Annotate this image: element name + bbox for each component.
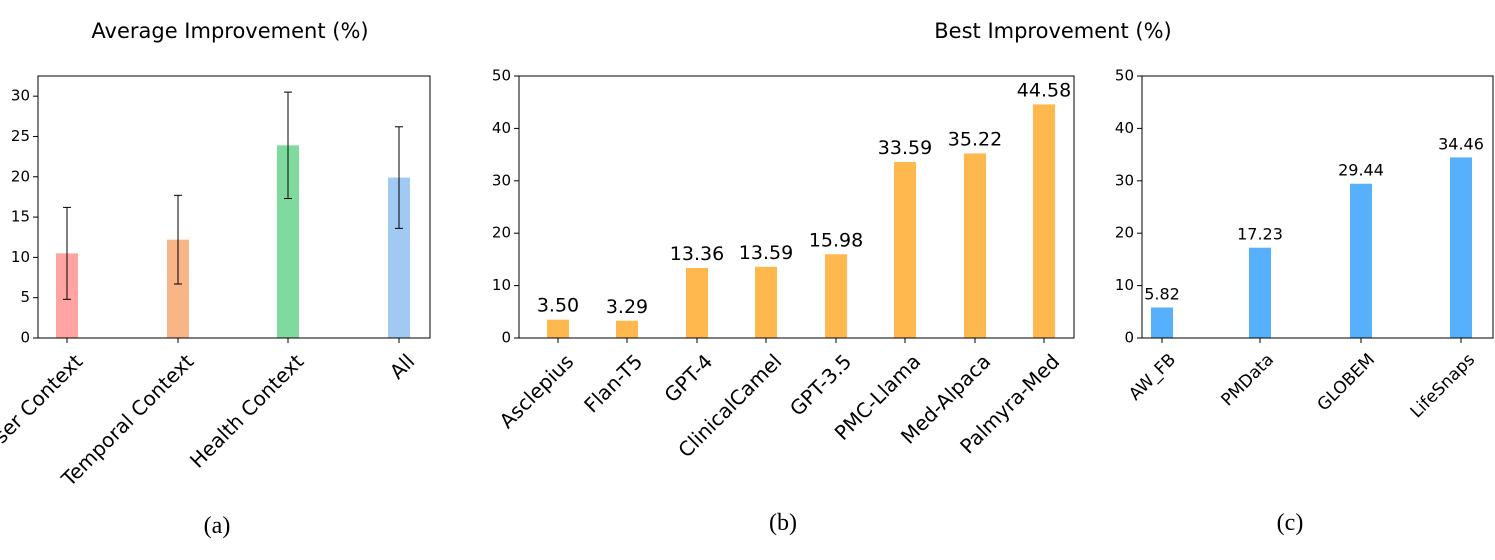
bar-all bbox=[388, 177, 410, 338]
y-tick-label: 30 bbox=[1115, 171, 1134, 189]
data-label: 33.59 bbox=[878, 137, 932, 159]
x-tick-label: User Context bbox=[0, 349, 87, 458]
plot-frame bbox=[1141, 75, 1494, 339]
panel-label: (a) bbox=[204, 513, 231, 539]
bar-pmdata bbox=[1249, 247, 1271, 338]
y-tick-label: 40 bbox=[1115, 119, 1134, 137]
chart-panel-3: 5.82 AW_FB 17.23 PMData 29.44 GLOBEM 34.46 Life… bbox=[1115, 67, 1494, 536]
bar-pmc-llama bbox=[894, 161, 916, 338]
chart-title: Best Improvement (%) bbox=[934, 19, 1171, 43]
y-tick-label: 10 bbox=[11, 248, 30, 266]
bar-aw-fb bbox=[1151, 307, 1173, 338]
plot-frame bbox=[37, 75, 431, 339]
y-tick-label: 10 bbox=[1115, 276, 1134, 294]
y-tick-label: 50 bbox=[492, 67, 511, 85]
x-tick-label: Asclepius bbox=[495, 349, 579, 433]
bar-flan-t5 bbox=[616, 320, 638, 338]
y-tick-label: 0 bbox=[20, 329, 30, 347]
data-label: 29.44 bbox=[1338, 161, 1384, 180]
y-tick-label: 30 bbox=[11, 87, 30, 105]
x-tick-label: All bbox=[385, 349, 420, 384]
y-tick-label: 25 bbox=[11, 127, 30, 145]
bar-clinicalcamel bbox=[755, 266, 777, 338]
bar-gpt-4 bbox=[686, 267, 708, 338]
bar-gpt-3-5 bbox=[825, 254, 847, 338]
bar-asclepius bbox=[547, 319, 569, 338]
y-tick-label: 40 bbox=[492, 119, 511, 137]
y-tick-label: 30 bbox=[492, 171, 511, 189]
x-tick-label: Flan-T5 bbox=[579, 349, 647, 417]
data-label: 5.82 bbox=[1144, 285, 1180, 304]
chart-title: Average Improvement (%) bbox=[91, 19, 368, 43]
y-tick-label: 5 bbox=[20, 288, 30, 306]
y-tick-label: 0 bbox=[501, 329, 511, 347]
x-tick-label: PMData bbox=[1218, 350, 1278, 410]
y-tick-label: 20 bbox=[492, 224, 511, 242]
data-label: 13.36 bbox=[670, 243, 724, 265]
chart-panel-2: Best Improvement (%) 3.50 Asclepius 3.29 Fla… bbox=[492, 19, 1172, 536]
data-label: 34.46 bbox=[1438, 134, 1484, 153]
data-label: 17.23 bbox=[1237, 225, 1283, 244]
bar-health-context bbox=[277, 145, 299, 338]
y-tick-label: 15 bbox=[11, 208, 30, 226]
data-label: 15.98 bbox=[809, 229, 863, 251]
data-label: 35.22 bbox=[948, 128, 1002, 150]
bar-globem bbox=[1350, 183, 1372, 338]
bar-temporal-context bbox=[167, 239, 189, 338]
data-label: 3.50 bbox=[537, 295, 579, 317]
x-tick-label: AW_FB bbox=[1125, 350, 1180, 405]
data-label: 44.58 bbox=[1017, 79, 1071, 101]
x-tick-label: Health Context bbox=[185, 349, 308, 472]
data-label: 13.59 bbox=[739, 242, 793, 264]
x-tick-label: GPT-3.5 bbox=[785, 349, 856, 420]
bar-lifesnaps bbox=[1450, 157, 1472, 338]
y-tick-label: 20 bbox=[1115, 224, 1134, 242]
data-label: 3.29 bbox=[606, 296, 648, 318]
plot-frame bbox=[518, 75, 1075, 339]
chart-panel-1: Average Improvement (%)User ContextTempo… bbox=[0, 19, 431, 539]
y-tick-label: 50 bbox=[1115, 67, 1134, 85]
y-tick-label: 10 bbox=[492, 276, 511, 294]
bar-med-alpaca bbox=[964, 153, 986, 338]
panel-label: (c) bbox=[1277, 510, 1304, 536]
x-tick-label: LifeSnaps bbox=[1407, 350, 1479, 422]
bar-palmyra-med bbox=[1033, 104, 1055, 338]
x-tick-label: GLOBEM bbox=[1314, 350, 1379, 415]
y-tick-label: 20 bbox=[11, 167, 30, 185]
panel-label: (b) bbox=[769, 510, 797, 536]
y-tick-label: 0 bbox=[1124, 329, 1134, 347]
x-tick-label: GPT-4 bbox=[659, 349, 717, 407]
